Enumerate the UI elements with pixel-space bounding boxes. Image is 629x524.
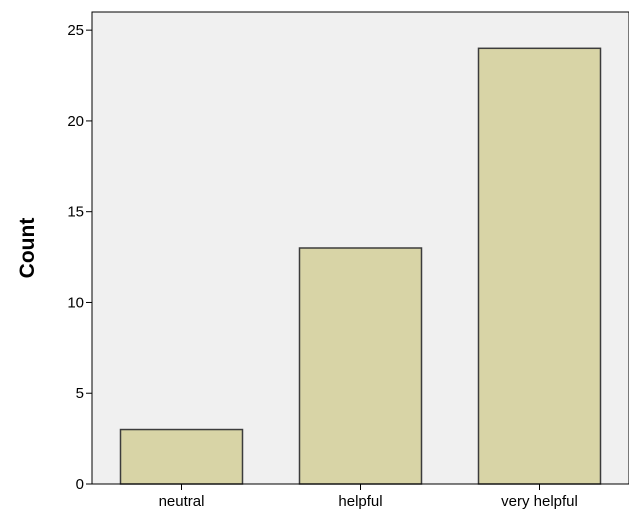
x-tick-label: helpful (338, 493, 382, 510)
y-tick-label: 10 (67, 294, 84, 311)
bar-very-helpful (477, 47, 602, 485)
bar-neutral (119, 428, 244, 485)
x-axis: neutral helpful very helpful (92, 483, 629, 510)
y-tick-label: 0 (76, 476, 84, 493)
x-tick-label: very helpful (501, 493, 578, 510)
x-tick-label: neutral (159, 493, 205, 510)
y-tick-label: 15 (67, 204, 84, 221)
y-tick-label: 5 (76, 385, 84, 402)
y-tick-label: 25 (67, 22, 84, 39)
y-tick-label: 20 (67, 113, 84, 130)
y-axis: 0 5 10 15 20 25 (67, 12, 93, 493)
y-axis-title: Count (16, 218, 39, 279)
bar-helpful (298, 247, 423, 485)
